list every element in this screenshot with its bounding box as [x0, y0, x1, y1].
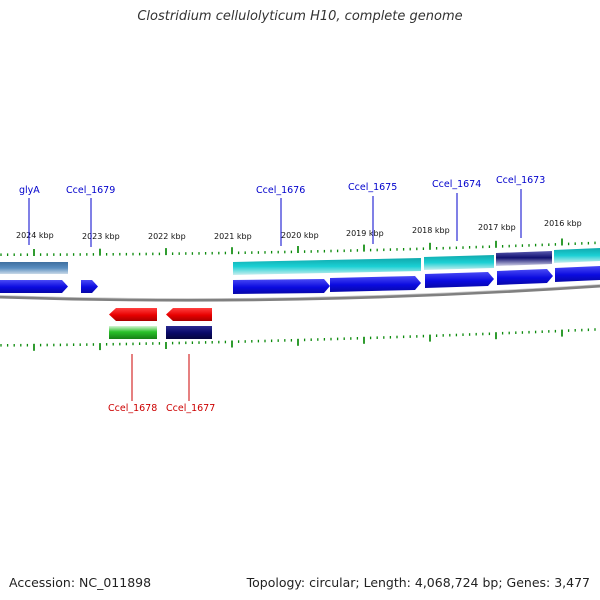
genome-backbone-highlight [0, 284, 600, 300]
reverse-label-leaders [131, 354, 190, 401]
accession-text: Accession: NC_011898 [9, 575, 152, 590]
map-title: Clostridium cellulolyticum H10, complete… [137, 9, 463, 24]
scale-label: 2020 kbp [281, 231, 319, 240]
scale-labels: 2024 kbp 2023 kbp 2022 kbp 2021 kbp 2020… [16, 219, 582, 241]
gene-label-ccel1674[interactable]: Ccel_1674 [432, 179, 481, 190]
feature-ccel1674-cds[interactable] [424, 255, 494, 270]
feature-ccel1678-gene[interactable] [109, 308, 157, 321]
forward-gene-labels: glyA Ccel_1679 Ccel_1676 Ccel_1675 Ccel_… [19, 175, 545, 196]
gene-label-ccel1679[interactable]: Ccel_1679 [66, 185, 115, 196]
feature-glyA-cds[interactable] [0, 262, 68, 274]
feature-ccel1673-gene[interactable] [497, 269, 553, 285]
feature-ccel1678-cds[interactable] [109, 326, 157, 339]
feature-ccel1679-gene[interactable] [81, 280, 98, 293]
gene-reverse-track [109, 308, 212, 321]
gene-label-ccel1673[interactable]: Ccel_1673 [496, 175, 545, 186]
feature-glyA-gene[interactable] [0, 280, 68, 293]
scale-label: 2021 kbp [214, 232, 252, 241]
feature-ccel1675-gene[interactable] [330, 276, 421, 292]
feature-ccel1674-gene[interactable] [425, 272, 494, 288]
feature-next-cds[interactable] [554, 248, 600, 263]
scale-label: 2024 kbp [16, 231, 54, 240]
feature-ccel1676-cds[interactable] [233, 258, 421, 275]
inner-scale-ticks [0, 328, 596, 351]
outer-scale-ticks [0, 238, 596, 256]
scale-label: 2017 kbp [478, 223, 516, 232]
cds-reverse-track [109, 326, 212, 339]
feature-ccel1677-gene[interactable] [166, 308, 212, 321]
genome-backbone [0, 284, 600, 302]
reverse-gene-labels: Ccel_1678 Ccel_1677 [108, 403, 215, 414]
gene-label-ccel1678[interactable]: Ccel_1678 [108, 403, 157, 414]
gene-label-glyA[interactable]: glyA [19, 185, 40, 196]
scale-label: 2019 kbp [346, 229, 384, 238]
scale-label: 2022 kbp [148, 232, 186, 241]
gene-label-ccel1677[interactable]: Ccel_1677 [166, 403, 215, 414]
scale-label: 2023 kbp [82, 232, 120, 241]
feature-ccel1677-cds[interactable] [166, 326, 212, 339]
gene-label-ccel1675[interactable]: Ccel_1675 [348, 182, 397, 193]
scale-label: 2016 kbp [544, 219, 582, 228]
cds-forward-track [0, 248, 600, 275]
genome-summary: Topology: circular; Length: 4,068,724 bp… [246, 575, 590, 590]
gene-forward-track [0, 266, 600, 294]
feature-ccel1676-gene[interactable] [233, 279, 330, 294]
gene-label-ccel1676[interactable]: Ccel_1676 [256, 185, 305, 196]
forward-label-leaders [28, 189, 522, 247]
feature-next-gene[interactable] [555, 266, 600, 282]
feature-ccel1673-cds[interactable] [496, 251, 552, 266]
scale-label: 2018 kbp [412, 226, 450, 235]
